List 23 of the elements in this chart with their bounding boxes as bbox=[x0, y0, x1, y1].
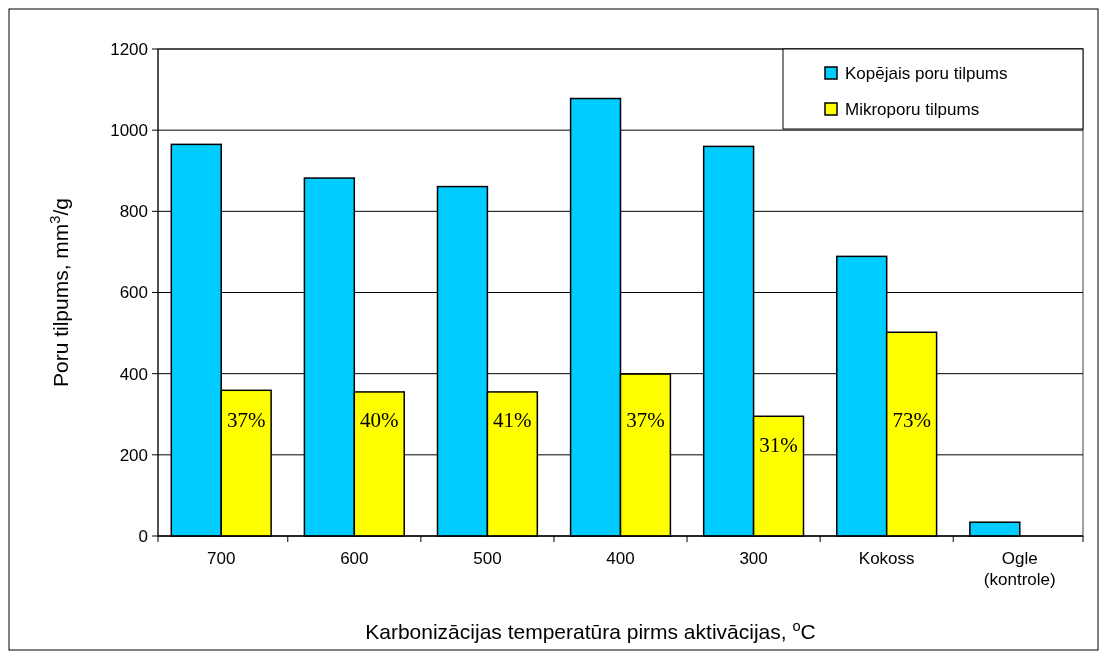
annotation: 31% bbox=[759, 433, 798, 458]
legend-label: Kopējais poru tilpums bbox=[845, 63, 1008, 83]
y-tick-label: 400 bbox=[119, 364, 148, 384]
x-tick-label: 400 bbox=[606, 549, 635, 568]
x-tick-label: 500 bbox=[473, 549, 502, 568]
x-tick-label: 300 bbox=[739, 549, 768, 568]
y-tick-label: 800 bbox=[119, 202, 148, 222]
x-tick-label: 700 bbox=[207, 549, 236, 568]
y-tick-label: 0 bbox=[138, 526, 148, 546]
x-tick-label: Kokoss bbox=[858, 549, 915, 568]
annotation: 40% bbox=[360, 408, 399, 433]
y-tick-label: 1000 bbox=[110, 121, 148, 141]
y-tick-label: 600 bbox=[119, 283, 148, 303]
y-tick-label: 1200 bbox=[110, 39, 148, 59]
legend-label: Mikroporu tilpums bbox=[845, 99, 980, 119]
x-tick-label: 600 bbox=[340, 549, 369, 568]
y-tick-label: 200 bbox=[119, 445, 148, 465]
annotation: 73% bbox=[892, 408, 931, 433]
x-tick-label: Ogle (kontrole) bbox=[983, 549, 1056, 589]
x-axis-title: Karbonizācijas temperatūra pirms aktivācijas, $^{o}$C bbox=[365, 618, 816, 643]
annotation: 37% bbox=[226, 408, 266, 433]
annotation: 41% bbox=[493, 408, 532, 433]
annotation: 37% bbox=[626, 408, 665, 433]
